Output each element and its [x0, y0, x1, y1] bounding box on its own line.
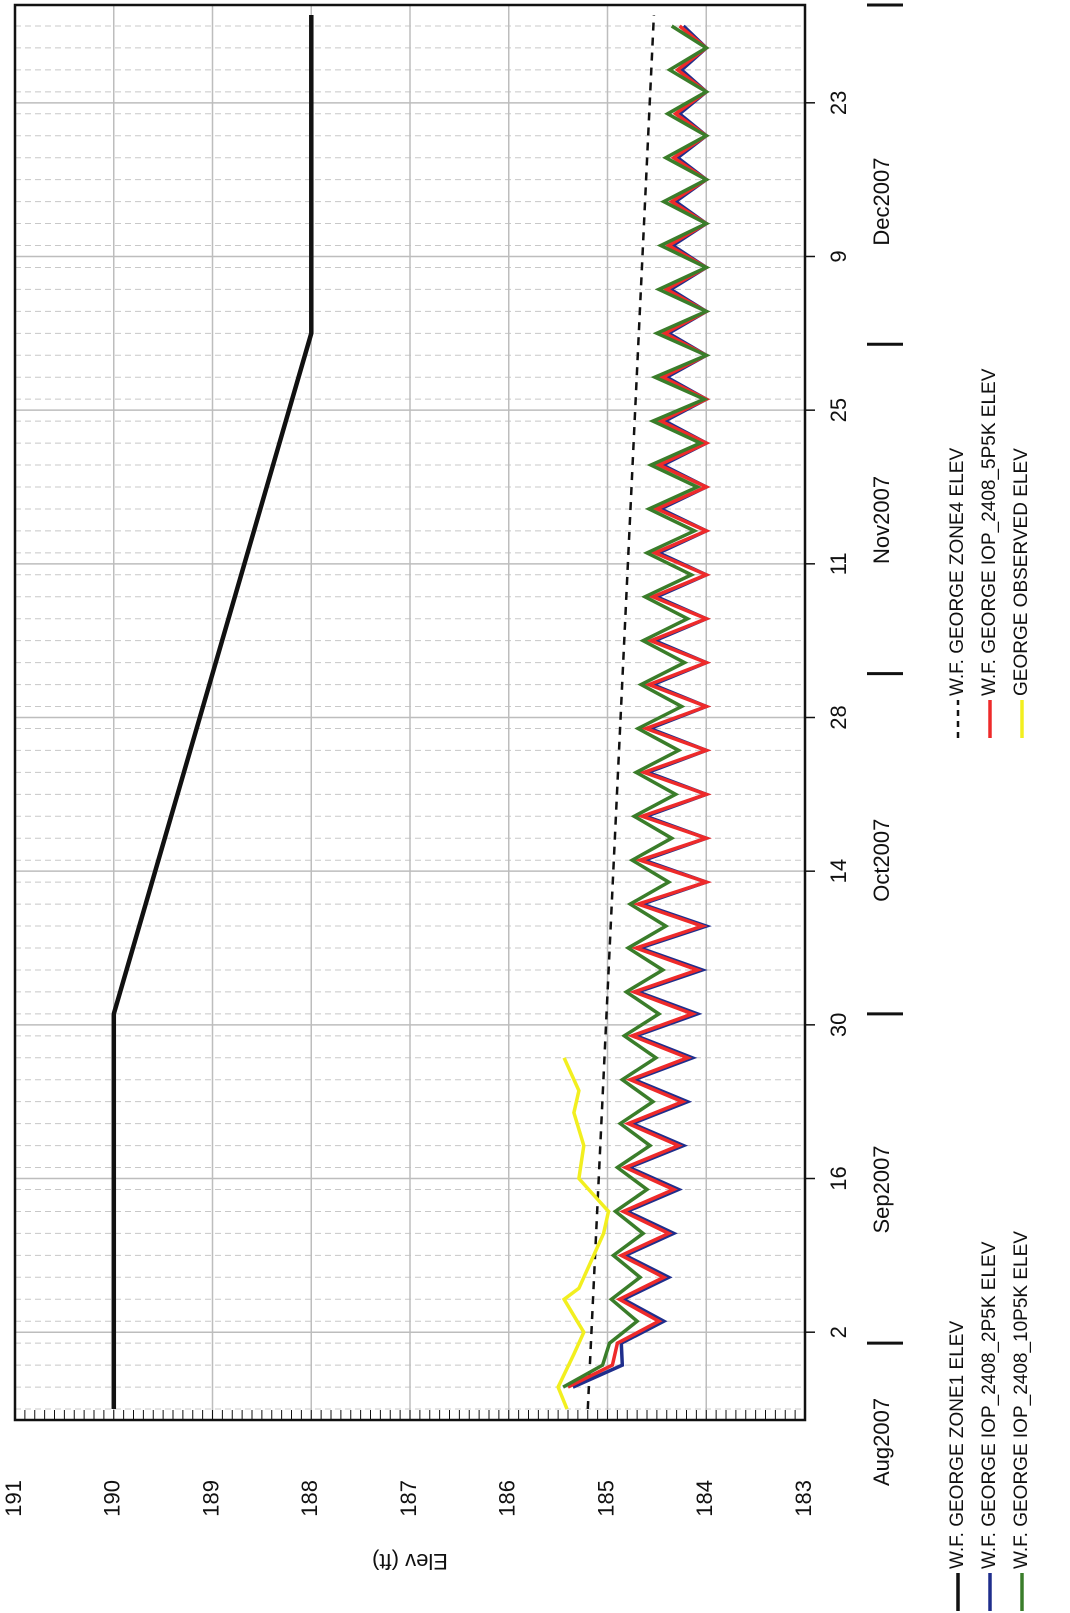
legend-label: GEORGE OBSERVED ELEV — [1011, 448, 1032, 696]
x-tick-label: 30 — [826, 1013, 851, 1037]
month-label: Sep2007 — [869, 1145, 894, 1233]
series-line — [586, 14, 656, 1410]
x-tick-label: 25 — [826, 398, 851, 422]
y-tick-label: 187 — [396, 1480, 421, 1517]
legend-label: W.F. GEORGE IOP_2408_10P5K ELEV — [1011, 1231, 1032, 1569]
legend-label: W.F. GEORGE ZONE1 ELEV — [947, 1321, 968, 1569]
month-label: Oct2007 — [869, 819, 894, 902]
x-tick-label: 11 — [826, 552, 851, 575]
legend-label: W.F. GEORGE IOP_2408_2P5K ELEV — [979, 1241, 1000, 1569]
month-label: Dec2007 — [869, 158, 894, 246]
x-tick-label: 9 — [826, 250, 851, 262]
legend-label: W.F. GEORGE ZONE4 ELEV — [947, 448, 968, 696]
y-axis-title: Elev (ft) — [372, 1549, 448, 1574]
y-tick-label: 189 — [198, 1480, 223, 1517]
y-tick-label: 185 — [593, 1480, 618, 1517]
month-label: Aug2007 — [869, 1398, 894, 1486]
legend-label: W.F. GEORGE IOP_2408_5P5K ELEV — [979, 368, 1000, 696]
x-tick-label: 16 — [826, 1166, 851, 1190]
series-line — [556, 1057, 611, 1410]
y-tick-label: 186 — [495, 1480, 520, 1517]
plot-frame — [13, 3, 807, 1422]
x-tick-label: 23 — [826, 91, 851, 115]
y-tick-label: 183 — [791, 1480, 816, 1517]
y-tick-label: 191 — [1, 1480, 26, 1517]
chart-body: 183 184 185 186 187 188 189 190 191 2 16 30 14 28 11 25… — [1, 3, 1032, 1611]
x-tick-label: 14 — [826, 859, 851, 883]
x-tick-label: 2 — [826, 1326, 851, 1338]
x-tick-label: 28 — [826, 705, 851, 729]
y-tick-label: 190 — [100, 1480, 125, 1517]
series-line — [111, 15, 314, 1409]
series-line — [567, 24, 712, 1389]
y-tick-label: 188 — [297, 1480, 322, 1517]
y-tick-label: 184 — [692, 1480, 717, 1517]
month-label: Nov2007 — [869, 476, 894, 564]
series-line — [562, 24, 711, 1389]
